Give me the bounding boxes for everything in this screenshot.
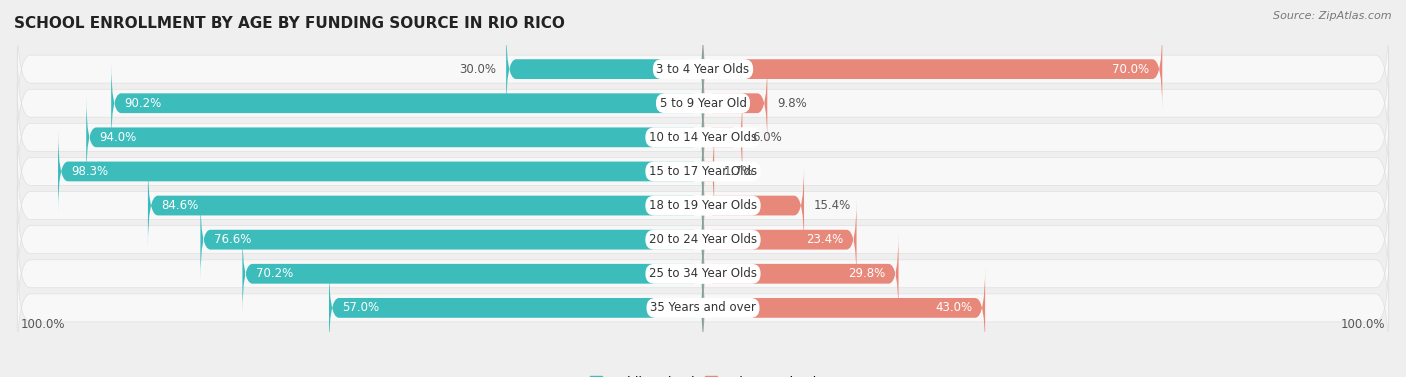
FancyBboxPatch shape — [17, 117, 1389, 226]
Text: 30.0%: 30.0% — [460, 63, 496, 76]
Text: 23.4%: 23.4% — [806, 233, 844, 246]
Text: 25 to 34 Year Olds: 25 to 34 Year Olds — [650, 267, 756, 280]
Text: 100.0%: 100.0% — [1341, 318, 1385, 331]
Text: 15 to 17 Year Olds: 15 to 17 Year Olds — [650, 165, 756, 178]
FancyBboxPatch shape — [703, 164, 804, 247]
FancyBboxPatch shape — [703, 62, 768, 144]
Text: 76.6%: 76.6% — [214, 233, 250, 246]
FancyBboxPatch shape — [703, 96, 742, 179]
FancyBboxPatch shape — [17, 49, 1389, 158]
FancyBboxPatch shape — [17, 185, 1389, 294]
Text: 6.0%: 6.0% — [752, 131, 782, 144]
FancyBboxPatch shape — [17, 151, 1389, 260]
Text: 1.7%: 1.7% — [724, 165, 754, 178]
Text: 9.8%: 9.8% — [778, 97, 807, 110]
FancyBboxPatch shape — [703, 130, 714, 213]
Text: 100.0%: 100.0% — [21, 318, 65, 331]
Text: 35 Years and over: 35 Years and over — [650, 301, 756, 314]
FancyBboxPatch shape — [148, 164, 703, 247]
FancyBboxPatch shape — [201, 198, 703, 281]
Text: 84.6%: 84.6% — [162, 199, 198, 212]
Text: 94.0%: 94.0% — [100, 131, 136, 144]
Text: SCHOOL ENROLLMENT BY AGE BY FUNDING SOURCE IN RIO RICO: SCHOOL ENROLLMENT BY AGE BY FUNDING SOUR… — [14, 16, 565, 31]
Text: 43.0%: 43.0% — [935, 301, 972, 314]
Text: 98.3%: 98.3% — [72, 165, 108, 178]
FancyBboxPatch shape — [17, 83, 1389, 192]
FancyBboxPatch shape — [58, 130, 703, 213]
Text: 29.8%: 29.8% — [848, 267, 886, 280]
FancyBboxPatch shape — [242, 233, 703, 315]
FancyBboxPatch shape — [703, 198, 856, 281]
FancyBboxPatch shape — [703, 233, 898, 315]
Text: 90.2%: 90.2% — [124, 97, 162, 110]
FancyBboxPatch shape — [86, 96, 703, 179]
Text: 3 to 4 Year Olds: 3 to 4 Year Olds — [657, 63, 749, 76]
FancyBboxPatch shape — [111, 62, 703, 144]
Text: 18 to 19 Year Olds: 18 to 19 Year Olds — [650, 199, 756, 212]
FancyBboxPatch shape — [17, 15, 1389, 123]
Text: 57.0%: 57.0% — [342, 301, 380, 314]
FancyBboxPatch shape — [506, 28, 703, 110]
FancyBboxPatch shape — [703, 28, 1163, 110]
FancyBboxPatch shape — [703, 267, 986, 349]
Text: 20 to 24 Year Olds: 20 to 24 Year Olds — [650, 233, 756, 246]
Text: 70.0%: 70.0% — [1112, 63, 1149, 76]
Text: 70.2%: 70.2% — [256, 267, 292, 280]
Text: 5 to 9 Year Old: 5 to 9 Year Old — [659, 97, 747, 110]
Text: 15.4%: 15.4% — [814, 199, 851, 212]
Text: 10 to 14 Year Olds: 10 to 14 Year Olds — [650, 131, 756, 144]
FancyBboxPatch shape — [17, 219, 1389, 328]
FancyBboxPatch shape — [329, 267, 703, 349]
Legend: Public School, Private School: Public School, Private School — [589, 375, 817, 377]
FancyBboxPatch shape — [17, 254, 1389, 362]
Text: Source: ZipAtlas.com: Source: ZipAtlas.com — [1274, 11, 1392, 21]
